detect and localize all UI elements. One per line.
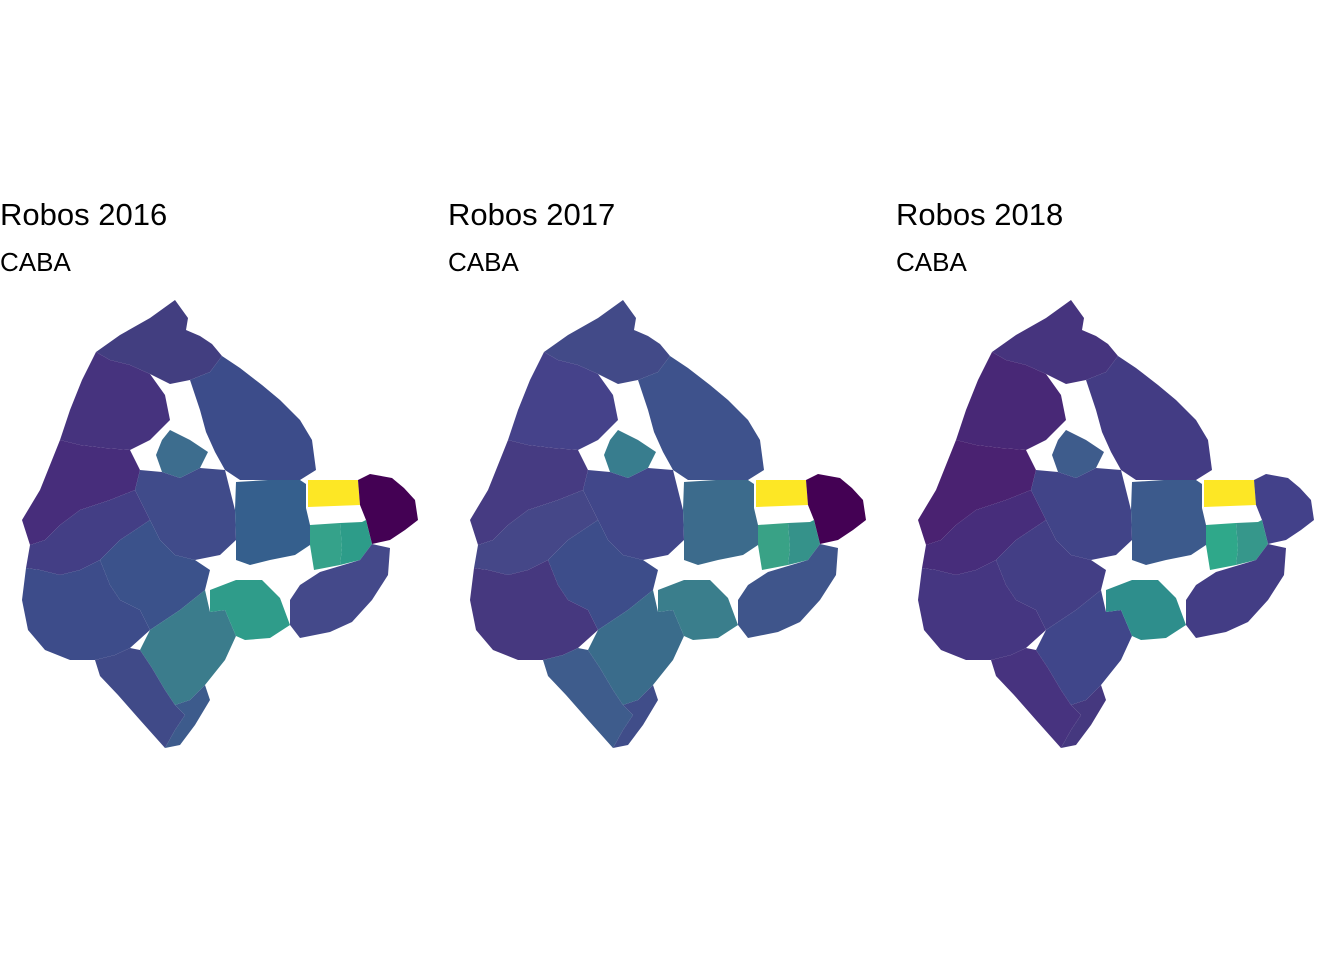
map-subtitle: CABA xyxy=(896,247,967,277)
district-se-block xyxy=(1186,544,1286,638)
district-south-mid xyxy=(1036,590,1132,705)
district-east-mid xyxy=(683,480,758,565)
district-east-mid xyxy=(1131,480,1206,565)
district-north-mid xyxy=(1086,356,1212,480)
district-yellow-cell xyxy=(1204,480,1256,507)
district-center-south xyxy=(996,520,1106,630)
district-teal-cell xyxy=(1206,523,1238,570)
district-teal-cell xyxy=(310,523,342,570)
district-southwest xyxy=(918,560,1046,660)
district-north-strip xyxy=(96,300,222,384)
district-se-block xyxy=(290,544,390,638)
district-teal-right xyxy=(1236,520,1268,565)
district-nw-block xyxy=(956,352,1066,450)
district-center-tile xyxy=(1052,430,1104,478)
district-west-lower xyxy=(922,490,1046,575)
choropleth-map xyxy=(918,300,1314,748)
choropleth-map xyxy=(22,300,418,748)
district-south-teal xyxy=(1106,580,1186,640)
map-panel-2016: Robos 2016 CABA xyxy=(0,0,448,960)
district-west-upper xyxy=(22,440,140,545)
district-north-strip xyxy=(992,300,1118,384)
district-north-mid xyxy=(190,356,316,480)
district-west-upper xyxy=(470,440,588,545)
district-west-lower xyxy=(26,490,150,575)
district-south-strip xyxy=(165,685,210,748)
district-yellow-cell xyxy=(756,480,808,507)
district-north-mid xyxy=(638,356,764,480)
district-nw-block xyxy=(508,352,618,450)
district-south-strip xyxy=(613,685,658,748)
district-yellow-cell xyxy=(308,480,360,507)
district-west-lower xyxy=(474,490,598,575)
district-center-block xyxy=(1031,468,1132,560)
district-east-mid xyxy=(235,480,310,565)
district-southwest xyxy=(470,560,598,660)
district-east-dark xyxy=(806,474,866,544)
district-southwest xyxy=(22,560,150,660)
district-south-teal xyxy=(210,580,290,640)
district-teal-cell xyxy=(758,523,790,570)
district-southwest-tip xyxy=(543,648,633,748)
district-nw-block xyxy=(60,352,170,450)
map-title: Robos 2017 xyxy=(448,197,616,232)
district-southwest-tip xyxy=(95,648,185,748)
district-center-tile xyxy=(604,430,656,478)
map-title: Robos 2016 xyxy=(0,197,168,232)
district-south-strip xyxy=(1061,685,1106,748)
district-center-block xyxy=(583,468,684,560)
district-west-upper xyxy=(918,440,1036,545)
map-title: Robos 2018 xyxy=(896,197,1064,232)
district-southwest-tip xyxy=(991,648,1081,748)
district-se-block xyxy=(738,544,838,638)
district-south-teal xyxy=(658,580,738,640)
map-subtitle: CABA xyxy=(448,247,519,277)
district-teal-right xyxy=(788,520,820,565)
district-north-strip xyxy=(544,300,670,384)
district-east-dark xyxy=(358,474,418,544)
district-center-south xyxy=(548,520,658,630)
district-center-block xyxy=(135,468,236,560)
district-south-mid xyxy=(588,590,684,705)
map-panel-2017: Robos 2017 CABA xyxy=(448,0,896,960)
map-subtitle: CABA xyxy=(0,247,71,277)
choropleth-map xyxy=(470,300,866,748)
map-panel-2018: Robos 2018 CABA xyxy=(896,0,1344,960)
district-center-tile xyxy=(156,430,208,478)
district-south-mid xyxy=(140,590,236,705)
district-east-dark xyxy=(1254,474,1314,544)
district-center-south xyxy=(100,520,210,630)
district-teal-right xyxy=(340,520,372,565)
